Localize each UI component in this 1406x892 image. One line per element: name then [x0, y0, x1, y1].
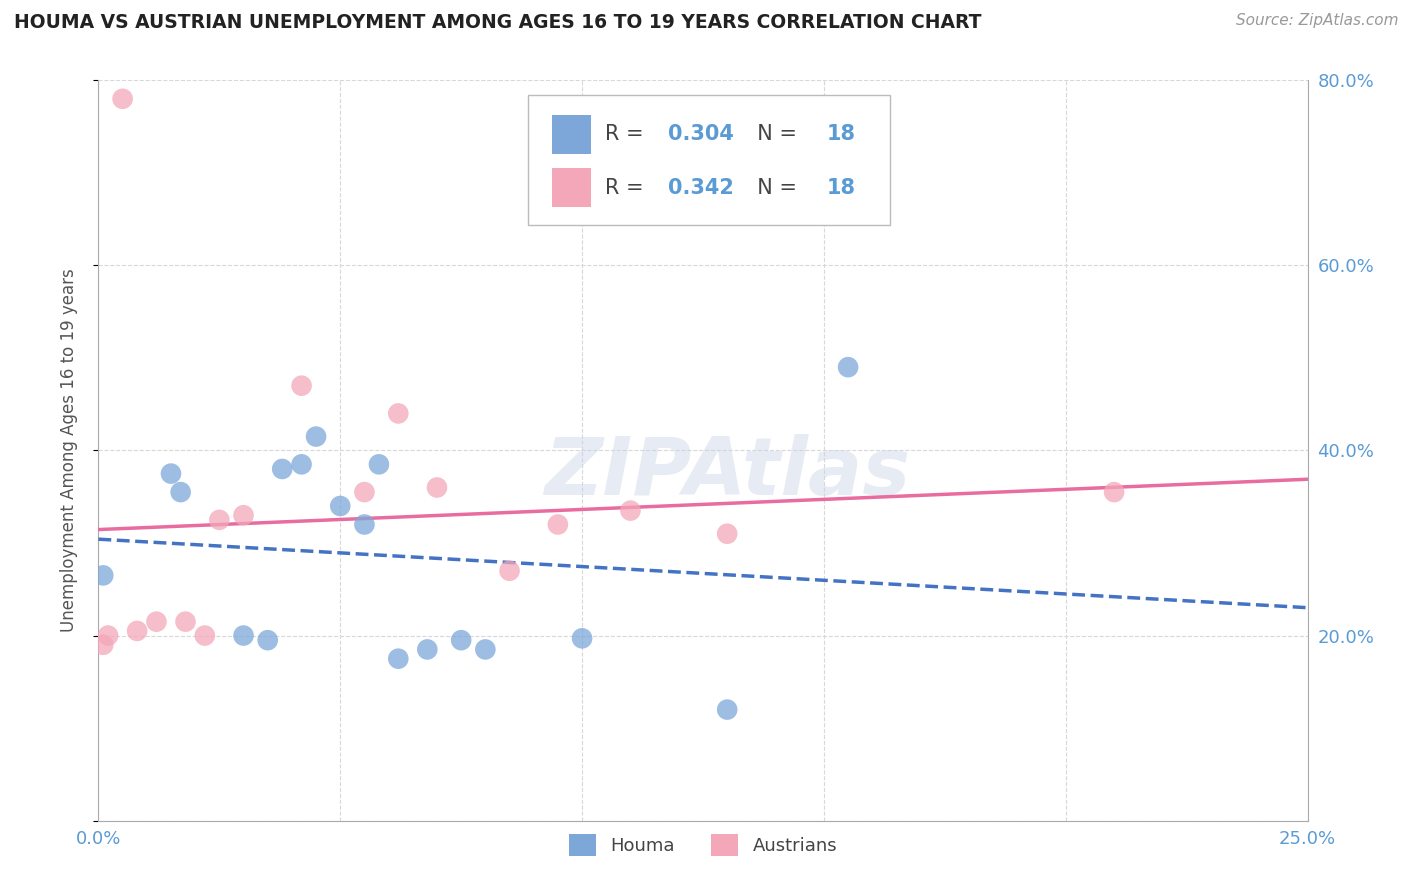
- Point: [353, 517, 375, 532]
- Text: Source: ZipAtlas.com: Source: ZipAtlas.com: [1236, 13, 1399, 29]
- Point: [387, 651, 409, 665]
- Point: [450, 633, 472, 648]
- Text: 18: 18: [827, 124, 855, 145]
- Point: [91, 568, 114, 582]
- FancyBboxPatch shape: [551, 115, 591, 153]
- Text: 0.342: 0.342: [668, 178, 734, 198]
- Point: [547, 517, 569, 532]
- Point: [368, 458, 391, 472]
- Point: [353, 485, 375, 500]
- Point: [305, 429, 328, 443]
- Text: ZIPAtlas: ZIPAtlas: [544, 434, 910, 512]
- Text: 18: 18: [827, 178, 855, 198]
- Legend: Houma, Austrians: Houma, Austrians: [561, 827, 845, 863]
- Point: [1102, 485, 1125, 500]
- Point: [474, 642, 496, 657]
- Point: [160, 467, 183, 481]
- Point: [837, 360, 859, 375]
- FancyBboxPatch shape: [527, 95, 890, 225]
- Point: [716, 703, 738, 717]
- Point: [169, 485, 191, 500]
- Point: [426, 481, 449, 495]
- Y-axis label: Unemployment Among Ages 16 to 19 years: Unemployment Among Ages 16 to 19 years: [59, 268, 77, 632]
- Point: [329, 499, 352, 513]
- Point: [256, 633, 278, 648]
- Text: R =: R =: [605, 124, 651, 145]
- Point: [111, 92, 134, 106]
- Point: [194, 628, 217, 642]
- Point: [271, 462, 294, 476]
- Point: [232, 628, 254, 642]
- Text: HOUMA VS AUSTRIAN UNEMPLOYMENT AMONG AGES 16 TO 19 YEARS CORRELATION CHART: HOUMA VS AUSTRIAN UNEMPLOYMENT AMONG AGE…: [14, 13, 981, 32]
- Point: [232, 508, 254, 523]
- Text: 0.304: 0.304: [668, 124, 734, 145]
- Point: [571, 632, 593, 646]
- Point: [208, 513, 231, 527]
- Point: [498, 564, 520, 578]
- Point: [387, 407, 409, 421]
- Point: [716, 526, 738, 541]
- Point: [416, 642, 439, 657]
- Point: [145, 615, 167, 629]
- Point: [619, 503, 641, 517]
- Text: N =: N =: [744, 178, 804, 198]
- Text: R =: R =: [605, 178, 651, 198]
- FancyBboxPatch shape: [551, 169, 591, 207]
- Point: [91, 638, 114, 652]
- Point: [127, 624, 149, 638]
- Point: [174, 615, 197, 629]
- Point: [290, 378, 312, 392]
- Point: [290, 458, 312, 472]
- Point: [97, 628, 120, 642]
- Text: N =: N =: [744, 124, 804, 145]
